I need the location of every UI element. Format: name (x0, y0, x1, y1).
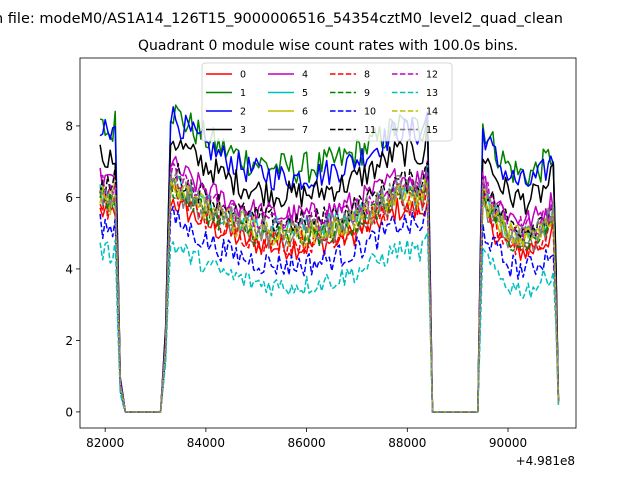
y-tick-label: 6 (65, 191, 73, 205)
x-tick-label: 90000 (489, 436, 527, 450)
legend-label-6: 6 (302, 107, 308, 118)
legend-label-5: 5 (302, 88, 308, 99)
y-tick-label: 2 (65, 334, 73, 348)
legend-label-7: 7 (302, 125, 308, 136)
x-offset-label: +4.981e8 (516, 454, 575, 468)
x-tick-label: 88000 (388, 436, 426, 450)
legend-label-10: 10 (364, 107, 376, 118)
legend-label-2: 2 (240, 107, 246, 118)
legend-box (201, 62, 453, 142)
legend-label-14: 14 (426, 107, 438, 118)
legend-label-3: 3 (240, 125, 246, 136)
x-tick-label: 86000 (288, 436, 326, 450)
legend-label-9: 9 (364, 88, 370, 99)
x-tick-label: 82000 (86, 436, 124, 450)
legend-label-13: 13 (426, 88, 438, 99)
legend-label-4: 4 (302, 70, 308, 81)
axes-frame (79, 57, 577, 429)
legend-label-15: 15 (426, 125, 438, 136)
x-tick-label: 84000 (187, 436, 225, 450)
y-tick-label: 8 (65, 119, 73, 133)
axes-layer: 82000 84000 86000 88000 90000 0 2 4 6 8 (65, 57, 577, 450)
legend-label-0: 0 (240, 70, 246, 81)
series-layer (99, 104, 560, 413)
legend-label-1: 1 (240, 88, 246, 99)
legend-label-8: 8 (364, 70, 370, 81)
legend-label-11: 11 (364, 125, 376, 136)
legend-label-12: 12 (426, 70, 438, 81)
series-line-13 (99, 231, 560, 413)
y-tick-label: 0 (65, 405, 73, 419)
suptitle: n file: modeM0/AS1A14_126T15_9000006516_… (0, 11, 563, 27)
series-line-15 (99, 171, 560, 413)
chart-title: Quadrant 0 module wise count rates with … (138, 38, 518, 54)
series-line-14 (99, 178, 560, 413)
y-tick-label: 4 (65, 262, 73, 276)
